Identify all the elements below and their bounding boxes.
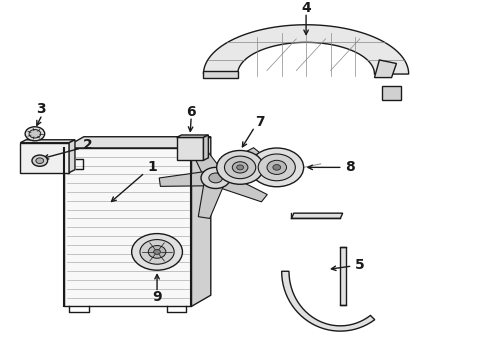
Text: 1: 1	[147, 160, 157, 174]
Polygon shape	[382, 86, 401, 100]
Polygon shape	[340, 247, 346, 305]
Circle shape	[132, 234, 182, 270]
Polygon shape	[159, 170, 217, 186]
Polygon shape	[191, 137, 211, 306]
Circle shape	[258, 154, 295, 181]
Polygon shape	[69, 140, 75, 173]
Circle shape	[232, 162, 248, 173]
Polygon shape	[203, 135, 208, 160]
Text: 6: 6	[186, 105, 196, 119]
Polygon shape	[20, 143, 69, 173]
Circle shape	[237, 165, 244, 170]
Polygon shape	[20, 140, 75, 143]
Circle shape	[224, 156, 256, 179]
Text: 4: 4	[301, 1, 311, 15]
Text: 9: 9	[152, 290, 162, 304]
Circle shape	[217, 150, 264, 184]
Polygon shape	[208, 148, 261, 184]
Text: 7: 7	[255, 115, 265, 129]
Text: 5: 5	[355, 258, 365, 272]
Polygon shape	[176, 135, 208, 138]
Polygon shape	[198, 176, 226, 219]
Polygon shape	[64, 148, 191, 306]
Circle shape	[32, 155, 48, 166]
Circle shape	[29, 130, 41, 138]
Circle shape	[267, 160, 287, 174]
Polygon shape	[188, 139, 225, 181]
Polygon shape	[374, 60, 396, 77]
Polygon shape	[292, 213, 343, 219]
Polygon shape	[176, 138, 203, 160]
Circle shape	[209, 173, 222, 183]
Polygon shape	[282, 271, 375, 331]
Polygon shape	[64, 137, 211, 148]
Circle shape	[148, 246, 166, 258]
Circle shape	[36, 158, 44, 163]
Circle shape	[273, 165, 281, 170]
Text: 8: 8	[345, 160, 355, 174]
Circle shape	[140, 239, 174, 264]
Polygon shape	[210, 171, 267, 202]
Polygon shape	[203, 71, 238, 77]
Circle shape	[154, 249, 160, 255]
Text: 2: 2	[83, 138, 93, 152]
Polygon shape	[203, 25, 409, 74]
Circle shape	[250, 148, 304, 187]
Text: 3: 3	[36, 102, 46, 116]
Circle shape	[201, 167, 230, 189]
Circle shape	[25, 127, 45, 141]
